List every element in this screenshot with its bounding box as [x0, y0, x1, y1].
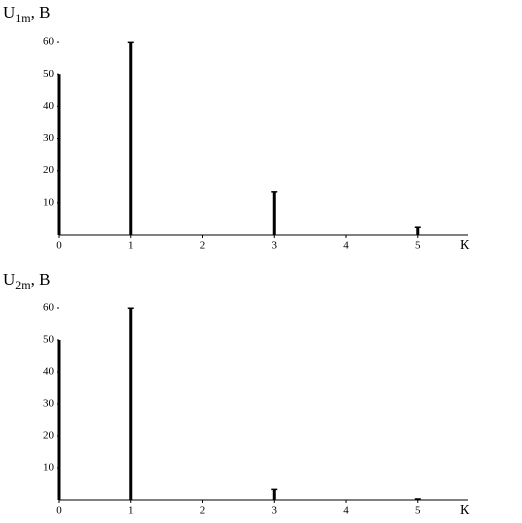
x-tick-label: 0	[56, 505, 62, 517]
x-tick-label: 4	[343, 240, 349, 252]
y-tick-label: 60	[43, 36, 55, 48]
y-label-main: U	[3, 3, 15, 22]
y-tick-label: 20	[43, 164, 55, 176]
stem-cap	[414, 226, 421, 228]
y-label-sub: 1m	[15, 11, 31, 25]
y-tick-label: 40	[43, 366, 55, 378]
y-axis-label: U1m, В	[3, 3, 50, 25]
chart: U2m, В К 0 1 2 3 4 5 10 20 30 40 50 60	[3, 270, 470, 518]
x-tick-label: 5	[415, 240, 421, 252]
y-tick-label: 60	[43, 302, 55, 314]
stem	[272, 489, 276, 500]
stem-cap	[127, 41, 134, 44]
stem-cap	[414, 498, 421, 500]
stem-cap	[271, 488, 278, 491]
stem	[57, 340, 61, 500]
stem	[272, 191, 276, 235]
x-tick-label: 2	[200, 505, 206, 517]
y-label-suffix: , В	[31, 3, 51, 22]
stem-cap	[127, 307, 134, 309]
stem	[416, 226, 420, 235]
y-tick-label: 50	[43, 68, 55, 80]
y-axis-label: U2m, В	[3, 270, 50, 292]
x-tick-label: 5	[415, 505, 421, 517]
x-tick-label: 4	[343, 505, 349, 517]
x-axis-label: К	[460, 238, 470, 253]
y-label-sub: 2m	[15, 278, 31, 292]
x-tick-label: 1	[128, 505, 134, 517]
y-tick-label: 30	[43, 398, 55, 410]
y-label-main: U	[3, 270, 15, 289]
x-axis-label: К	[460, 503, 470, 518]
x-tick-label: 1	[128, 240, 134, 252]
y-tick-label: 10	[43, 462, 55, 474]
y-tick-label: 40	[43, 100, 55, 112]
stem	[129, 42, 133, 236]
x-tick-label: 2	[200, 240, 206, 252]
y-tick-label: 20	[43, 430, 55, 442]
y-tick-label: 50	[43, 334, 55, 346]
y-tick-label: 10	[43, 196, 55, 208]
stem	[129, 308, 133, 500]
stem	[57, 74, 61, 235]
stem-cap	[271, 191, 278, 193]
y-label-suffix: , В	[31, 270, 51, 289]
x-tick-label: 3	[272, 505, 278, 517]
x-tick-label: 0	[56, 240, 62, 252]
x-tick-label: 3	[272, 240, 278, 252]
chart: U1m, В К 0 1 2 3 4 5 10 20 30 40 50 60	[3, 3, 470, 253]
y-tick-label: 30	[43, 132, 55, 144]
